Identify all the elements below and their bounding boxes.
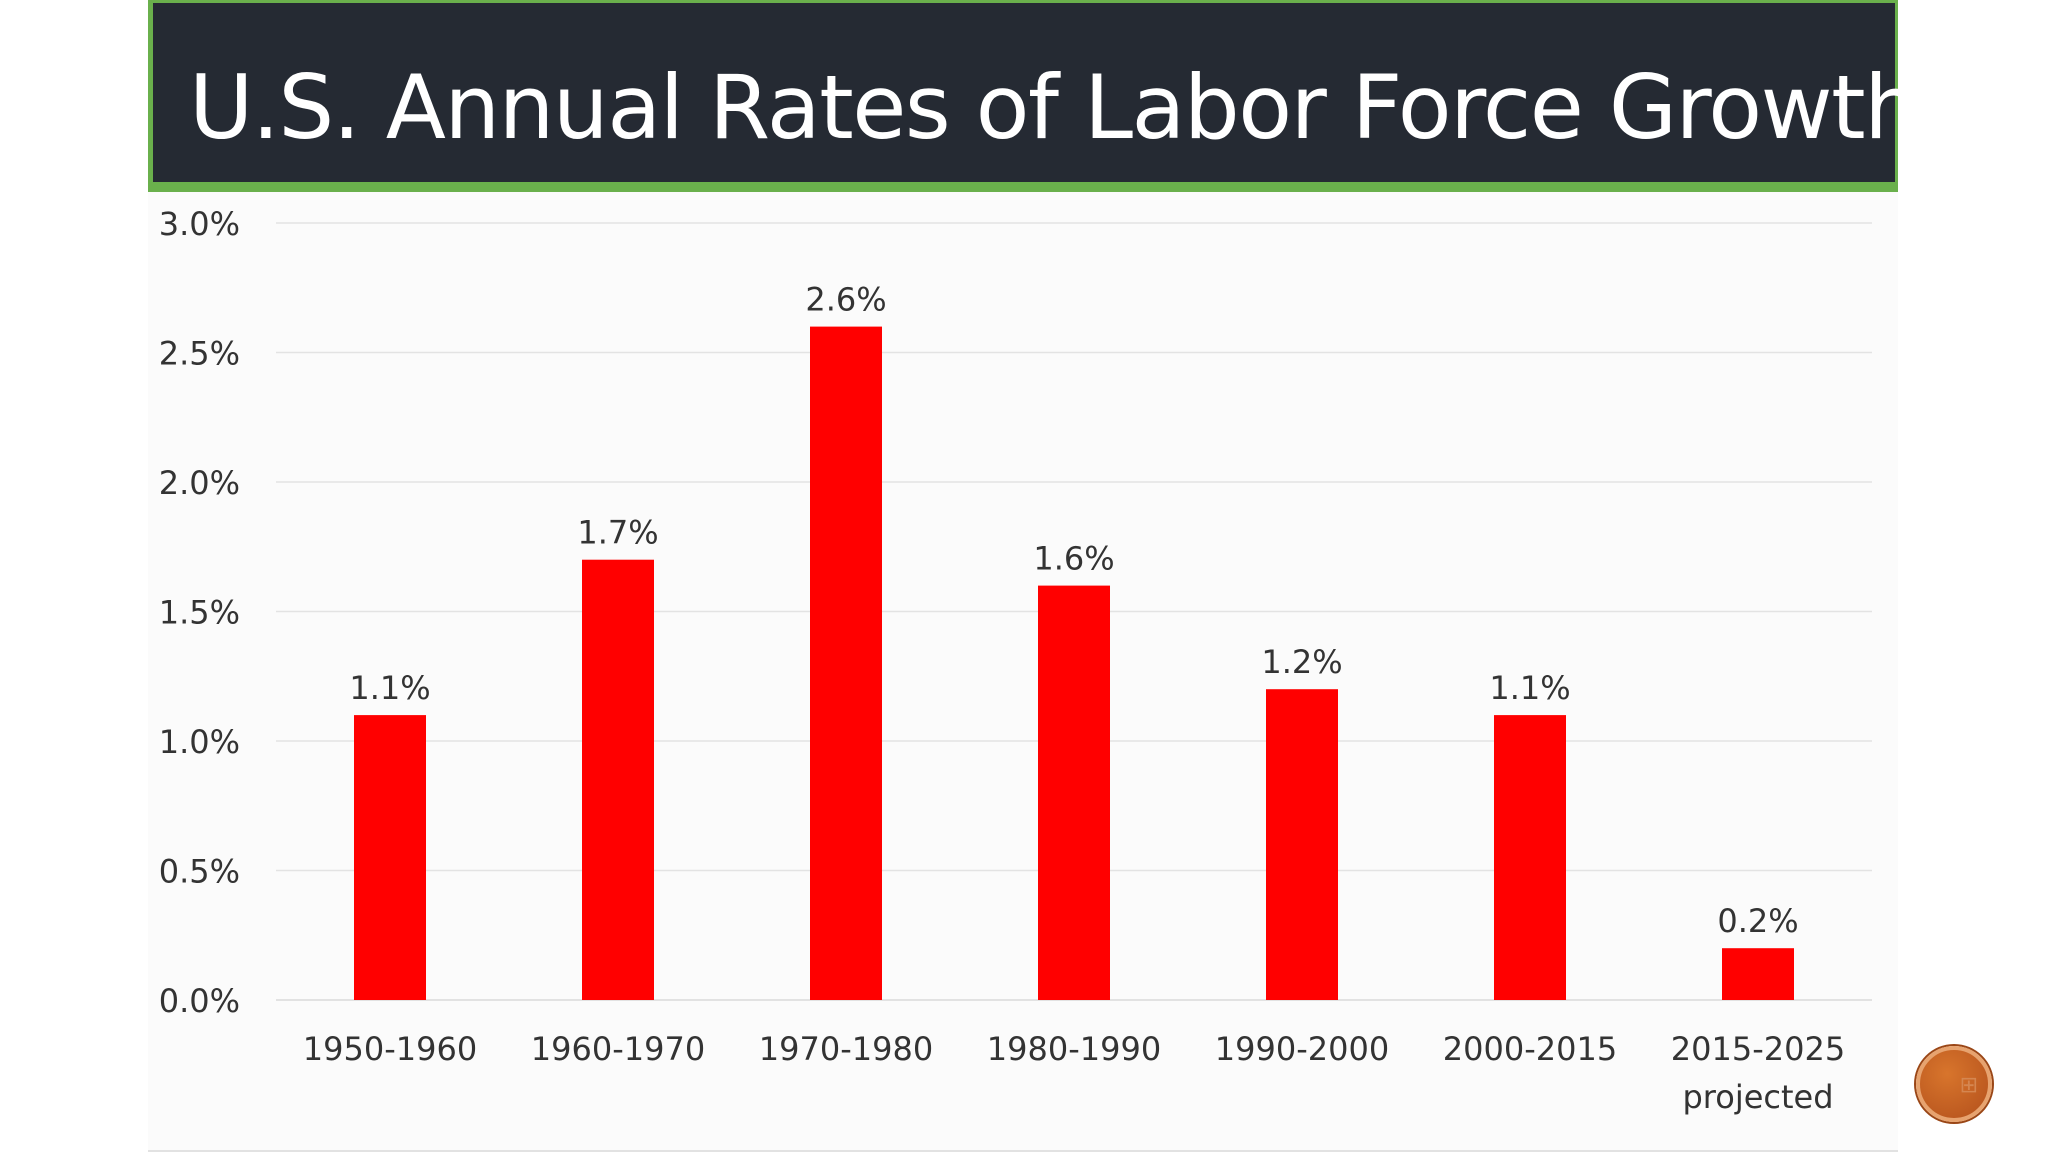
data-label: 1.6% — [1033, 540, 1114, 578]
title-bar: U.S. Annual Rates of Labor Force Growth — [148, 0, 1920, 192]
bar — [1722, 948, 1794, 1000]
bar — [810, 326, 882, 1001]
y-tick-label: 1.0% — [159, 723, 240, 761]
bar — [1494, 715, 1566, 1000]
y-tick-label: 2.0% — [159, 464, 240, 502]
grid-icon: ⊞ — [1959, 1072, 1978, 1097]
y-tick-label: 3.0% — [159, 205, 240, 243]
data-labels: 1.1% 1.7% 2.6% 1.6% 1.2% 1.1% 0.2% — [349, 281, 1798, 941]
bar-chart: 0.0% 0.5% 1.0% 1.5% 2.0% 2.5% 3.0% 1.1% 1.7% 2.6… — [159, 205, 1872, 1116]
data-label: 2.6% — [805, 281, 886, 319]
bars — [354, 326, 1794, 1001]
x-tick-label: 1980-1990 — [987, 1030, 1161, 1068]
bar — [1038, 585, 1110, 1000]
data-label: 1.7% — [577, 514, 658, 552]
data-label: 1.1% — [349, 669, 430, 707]
y-tick-label: 0.5% — [159, 853, 240, 891]
x-tick-label: 1950-1960 — [303, 1030, 477, 1068]
x-tick-label: 1990-2000 — [1215, 1030, 1389, 1068]
data-label: 0.2% — [1717, 902, 1798, 940]
y-tick-label: 1.5% — [159, 594, 240, 632]
y-axis-ticks: 0.0% 0.5% 1.0% 1.5% 2.0% 2.5% 3.0% — [159, 205, 240, 1020]
bottom-rule — [148, 1150, 1898, 1152]
data-label: 1.2% — [1261, 643, 1342, 681]
slide-title: U.S. Annual Rates of Labor Force Growth — [189, 56, 1920, 159]
chart-area: 0.0% 0.5% 1.0% 1.5% 2.0% 2.5% 3.0% 1.1% 1.7% 2.6… — [148, 192, 1898, 1150]
data-label: 1.1% — [1489, 669, 1570, 707]
bar — [1266, 689, 1338, 1000]
y-tick-label: 2.5% — [159, 335, 240, 373]
x-tick-label: 1970-1980 — [759, 1030, 933, 1068]
x-tick-label: 2000-2015 — [1443, 1030, 1617, 1068]
x-axis-ticks: 1950-1960 1960-1970 1970-1980 1980-1990 1990… — [303, 1030, 1845, 1116]
bar — [354, 715, 426, 1000]
x-tick-label: 2015-2025 projected — [1671, 1030, 1845, 1116]
slide-nav-button[interactable]: ⊞ — [1916, 1046, 1992, 1122]
y-tick-label: 0.0% — [159, 982, 240, 1020]
x-tick-label: 1960-1970 — [531, 1030, 705, 1068]
bar — [582, 559, 654, 1000]
